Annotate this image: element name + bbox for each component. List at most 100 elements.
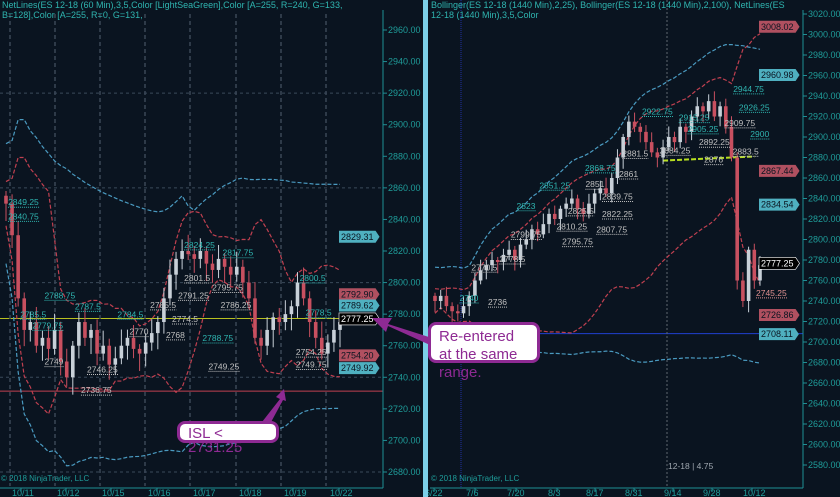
x-tick-label: 10/19 xyxy=(284,488,307,497)
level-label: 2736.75 xyxy=(81,385,112,395)
y-tick-label: 2840.00 xyxy=(388,214,421,224)
candle-body xyxy=(295,282,300,307)
level-label: 2876 xyxy=(704,155,723,165)
level-label: 2749 xyxy=(45,357,64,367)
x-tick-label: 9/28 xyxy=(703,488,721,497)
x-tick-label: 8/3 xyxy=(548,488,561,497)
candle-body xyxy=(592,193,597,204)
x-tick-label: 10/17 xyxy=(193,488,216,497)
candle-body xyxy=(192,254,197,259)
price-tag-label: 2867.44 xyxy=(761,166,794,176)
level-label-group: 2770 xyxy=(129,327,149,338)
y-tick-label: 2720.00 xyxy=(388,404,421,414)
candle-body xyxy=(632,121,637,127)
candle-body xyxy=(34,322,39,346)
level-label: 2778.5 xyxy=(499,254,525,264)
level-label: 2749.25 xyxy=(208,361,239,371)
y-tick-label: 3000.00 xyxy=(808,30,840,40)
candle-body xyxy=(438,295,443,301)
y-tick-label: 2800.00 xyxy=(388,278,421,288)
isl-callout: ISL < 2731.25 xyxy=(177,421,279,455)
level-label: 2785.5 xyxy=(150,300,176,310)
level-label: 2791.25 xyxy=(178,290,209,300)
level-label: 2745.25 xyxy=(756,288,787,298)
candle-body xyxy=(535,229,540,235)
bollinger-lower-band xyxy=(5,225,341,416)
level-label: 2786.25 xyxy=(221,300,252,310)
panel-divider[interactable] xyxy=(423,0,428,497)
level-label-group: 2774.5 xyxy=(172,314,199,325)
price-tag-shape xyxy=(759,68,800,81)
candle-body xyxy=(558,208,563,219)
candle-body xyxy=(113,358,118,365)
y-tick-label: 2780.00 xyxy=(388,309,421,319)
candle-body xyxy=(186,251,190,255)
y-tick-label: 2740.00 xyxy=(388,372,421,382)
x-tick-label: 9/14 xyxy=(664,488,682,497)
level-label: 2788.75 xyxy=(45,290,76,300)
level-label-group: 2851.25 xyxy=(539,180,571,191)
y-tick-label: 2720.00 xyxy=(808,317,840,327)
level-label-group: 2784.5 xyxy=(117,309,144,320)
level-label: 2770.5 xyxy=(471,262,497,272)
level-label: 2884.25 xyxy=(660,145,691,155)
candle-body xyxy=(741,280,745,301)
level-label-group: 2905.25 xyxy=(687,124,719,135)
candle-body xyxy=(119,345,124,359)
trend-line xyxy=(663,155,755,162)
level-label: 2892.25 xyxy=(699,137,730,147)
bollinger-lower-band xyxy=(434,195,761,334)
candle-body xyxy=(501,254,506,263)
level-label-group: 2810.25 xyxy=(556,221,588,232)
level-label: 2822.25 xyxy=(602,209,633,219)
candle-body xyxy=(695,106,700,117)
level-label-group: 2884.25 xyxy=(659,145,691,156)
x-tick-label: 7/20 xyxy=(507,488,525,497)
level-label-group: 2749 xyxy=(44,357,64,368)
level-label-group: 2749.25 xyxy=(208,361,240,372)
left-chart-panel[interactable]: 2960.00 2940.00 2920.00 2900.00 2880.00 2860.… xyxy=(0,10,421,497)
candle-body xyxy=(701,106,705,112)
price-tag-shape xyxy=(759,20,800,33)
price-tag-label: 2708.11 xyxy=(761,329,793,339)
y-tick-label: 2940.00 xyxy=(808,91,840,101)
x-tick-label: 10/15 xyxy=(102,488,125,497)
candle-body xyxy=(313,322,318,338)
level-label-group: 2824.25 xyxy=(184,240,216,251)
level-label-group: 2915.25 xyxy=(678,113,710,124)
y-tick-label: 2640.00 xyxy=(808,399,840,409)
level-label-group: 2749.75 xyxy=(295,360,327,370)
y-tick-label: 2680.00 xyxy=(808,358,840,368)
right-copyright: © 2018 NinjaTrader, LLC xyxy=(431,474,520,483)
candle-body xyxy=(28,322,33,330)
level-label: 2905.25 xyxy=(688,124,719,134)
left-level-lines xyxy=(0,317,383,392)
price-tag: 2789.62 xyxy=(339,299,380,312)
level-label: 2909.75 xyxy=(724,118,755,128)
x-tick-label: 8/31 xyxy=(625,488,643,497)
candle-body xyxy=(125,337,130,346)
candle-body xyxy=(210,263,215,270)
y-tick-label: 2600.00 xyxy=(808,440,840,450)
level-label: 2926.25 xyxy=(739,102,770,112)
level-label: 2801.5 xyxy=(184,273,210,283)
y-tick-label: 2700.00 xyxy=(808,337,840,347)
right-chart-panel[interactable]: 3020.00 3000.00 2980.00 2960.00 2940.00 2920.… xyxy=(425,0,840,497)
candle-body xyxy=(490,260,494,266)
level-label: 2779.75 xyxy=(32,320,63,330)
candle-body xyxy=(518,244,523,260)
level-label-group: 2778.5 xyxy=(305,308,332,319)
price-tag: 3008.02 xyxy=(759,20,800,33)
price-tag-shape xyxy=(759,328,799,341)
y-tick-label: 2700.00 xyxy=(388,435,421,445)
level-label-group: 2840.75 xyxy=(8,211,40,222)
price-tag-shape xyxy=(339,349,380,362)
level-label: 2839.75 xyxy=(602,192,633,202)
candle-body xyxy=(16,235,20,299)
level-label: 2787.5 xyxy=(75,301,101,311)
level-label-group: 2892.25 xyxy=(698,137,730,148)
level-label-group: 2740 xyxy=(459,293,479,304)
level-label-group: 2800.5 xyxy=(299,273,326,284)
level-label: 2817.75 xyxy=(222,248,253,258)
